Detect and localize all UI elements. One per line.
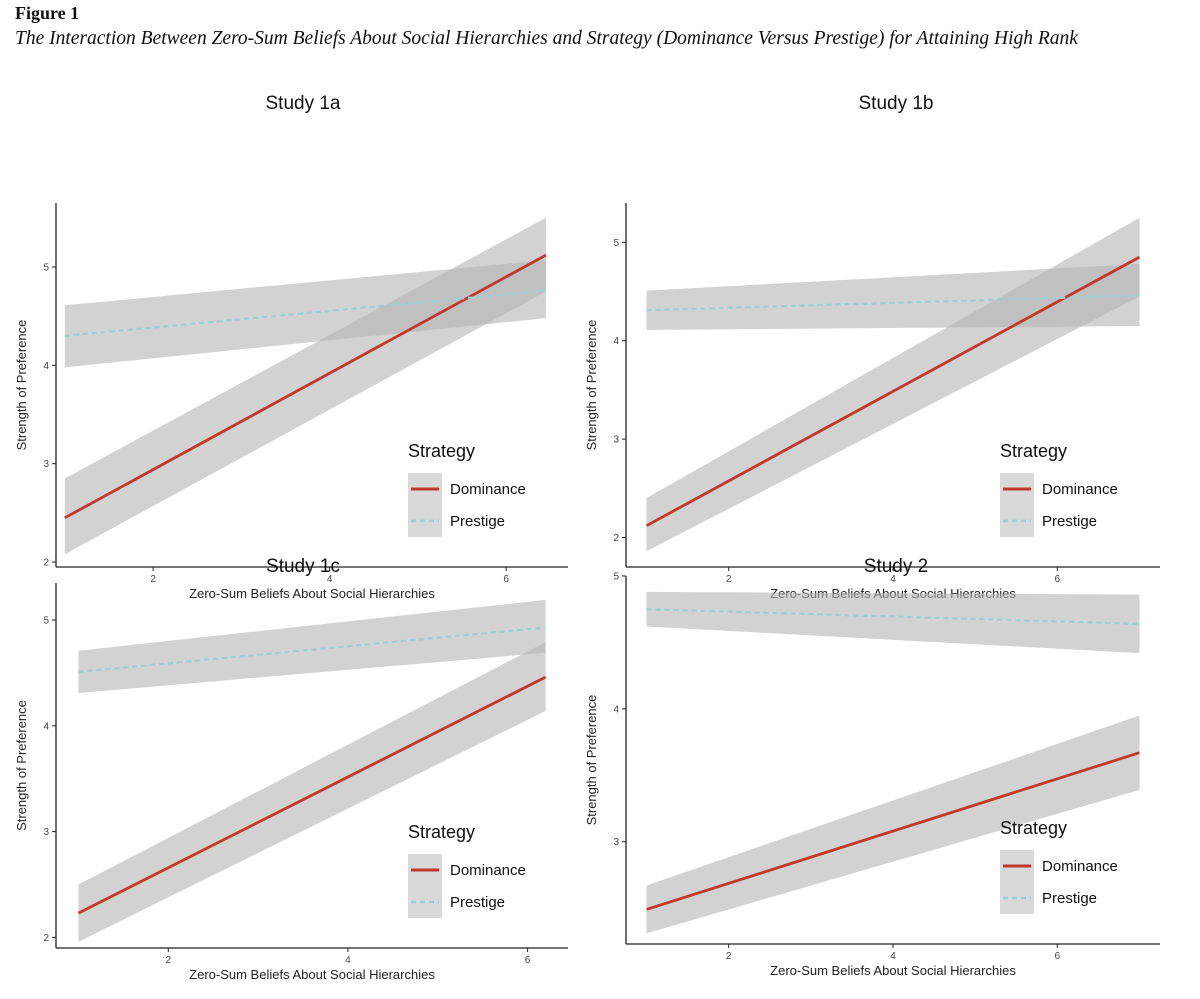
- legend-title: Strategy: [408, 441, 475, 461]
- chart-study-1b: Study 1b2345246Zero-Sum Beliefs About So…: [584, 93, 1160, 601]
- y-tick-label: 5: [613, 238, 619, 249]
- y-tick-label: 4: [43, 361, 49, 372]
- y-tick-label: 5: [43, 616, 49, 627]
- y-tick-label: 2: [43, 933, 49, 944]
- series-line-dominance: [645, 255, 1141, 527]
- series-line-prestige: [646, 294, 1140, 312]
- confidence-band-prestige: [646, 591, 1140, 654]
- legend-label-dominance: Dominance: [450, 862, 526, 879]
- y-tick-label: 5: [613, 572, 619, 583]
- y-tick-label: 4: [613, 704, 619, 715]
- chart-study-2: Study 2 3 4 5 2 4 6 Zero-Sum Beliefs About Soci…: [584, 556, 1160, 978]
- y-axis-title: Strength of Preference: [584, 320, 599, 451]
- series-line-prestige: [646, 608, 1140, 625]
- chart-title: Study 1a: [266, 93, 341, 114]
- y-tick-label: 2: [613, 533, 619, 544]
- series-line-dominance: [77, 675, 547, 915]
- chart-study-1a: Study 1a 2 3 4 5 2 4 6 Zero-Sum Beliefs About So…: [14, 93, 568, 601]
- legend-label-dominance: Dominance: [450, 481, 526, 498]
- chart-title: Study 1b: [859, 93, 934, 114]
- series-line-dominance: [64, 253, 547, 520]
- x-tick-label: 6: [503, 574, 509, 585]
- x-tick-label: 4: [890, 574, 896, 585]
- y-axis-title: Strength of Preference: [584, 695, 599, 826]
- legend-title: Strategy: [408, 822, 475, 842]
- chart-study-1c: Study 1c 2 3 4 5 2 4 6 Zero-Sum Beliefs About So…: [14, 556, 568, 982]
- x-tick-label: 6: [1055, 574, 1061, 585]
- y-tick-label: 5: [43, 262, 49, 273]
- legend-title: Strategy: [1000, 818, 1067, 838]
- legend-label-dominance: Dominance: [1042, 858, 1118, 875]
- x-tick-label: 4: [327, 574, 333, 585]
- series-line-dominance: [646, 751, 1140, 911]
- x-axis-title: Zero-Sum Beliefs About Social Hierarchie…: [189, 967, 435, 982]
- series-line-prestige: [78, 626, 546, 673]
- legend-label-dominance: Dominance: [1042, 481, 1118, 498]
- x-tick-label: 2: [726, 951, 732, 962]
- y-tick-label: 2: [43, 558, 49, 569]
- chart-title: Study 1c: [266, 556, 340, 577]
- confidence-band-prestige: [64, 260, 546, 368]
- x-tick-label: 4: [890, 951, 896, 962]
- confidence-band-dominance: [646, 715, 1140, 934]
- x-tick-label: 2: [165, 955, 171, 966]
- x-tick-label: 2: [726, 574, 732, 585]
- y-tick-label: 4: [613, 336, 619, 347]
- y-axis-title: Strength of Preference: [14, 320, 29, 451]
- legend-label-prestige: Prestige: [1042, 513, 1097, 530]
- y-tick-label: 4: [43, 721, 49, 732]
- y-tick-label: 3: [43, 459, 49, 470]
- chart-title: Study 2: [864, 556, 928, 577]
- y-tick-label: 3: [613, 435, 619, 446]
- x-axis-title: Zero-Sum Beliefs About Social Hierarchie…: [770, 963, 1016, 978]
- y-tick-label: 3: [613, 837, 619, 848]
- legend-label-prestige: Prestige: [450, 894, 505, 911]
- confidence-band-prestige: [646, 264, 1140, 330]
- legend-label-prestige: Prestige: [450, 513, 505, 530]
- x-tick-label: 2: [150, 574, 156, 585]
- confidence-band-dominance: [646, 217, 1140, 552]
- x-tick-label: 6: [525, 955, 531, 966]
- confidence-band-dominance: [78, 642, 546, 942]
- y-tick-label: 3: [43, 827, 49, 838]
- x-tick-label: 4: [345, 955, 351, 966]
- legend-label-prestige: Prestige: [1042, 890, 1097, 907]
- x-tick-label: 6: [1055, 951, 1061, 962]
- figure-caption: The Interaction Between Zero-Sum Beliefs…: [15, 28, 1078, 49]
- figure-label: Figure 1: [15, 3, 80, 23]
- y-axis-title: Strength of Preference: [14, 700, 29, 831]
- x-axis-title: Zero-Sum Beliefs About Social Hierarchie…: [189, 586, 435, 601]
- confidence-band-prestige: [78, 599, 546, 693]
- legend-title: Strategy: [1000, 441, 1067, 461]
